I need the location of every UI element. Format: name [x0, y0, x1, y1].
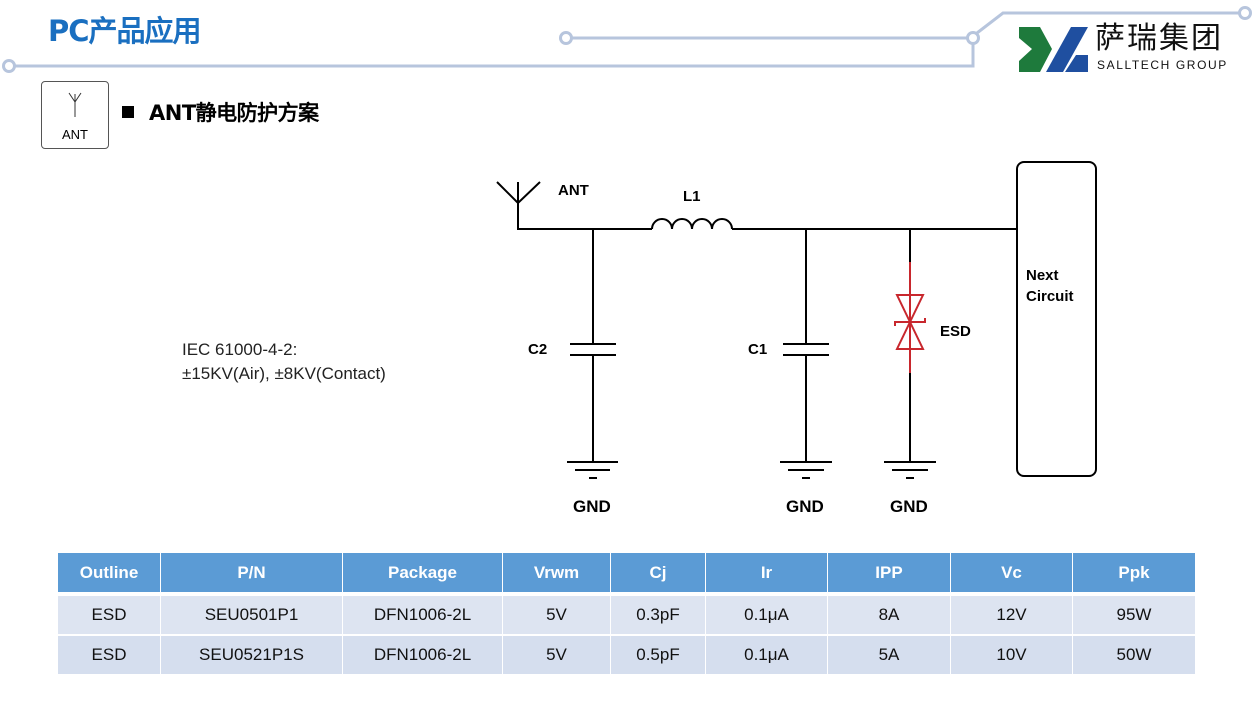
cell: DFN1006-2L — [343, 636, 503, 676]
cell: 12V — [951, 596, 1073, 636]
table-row: ESD SEU0501P1 DFN1006-2L 5V 0.3pF 0.1μA 8A 12V 9… — [58, 596, 1196, 636]
section-title: ANT静电防护方案 — [149, 101, 319, 125]
cell: ESD — [58, 596, 161, 636]
schematic — [496, 161, 1097, 479]
label-esd: ESD — [940, 323, 971, 340]
label-gnd: GND — [573, 497, 611, 516]
cell: 0.1μA — [706, 636, 828, 676]
cell: 5V — [503, 636, 611, 676]
page-title: PC产品应用 — [48, 14, 202, 48]
cell: 10V — [951, 636, 1073, 676]
cell: 95W — [1073, 596, 1196, 636]
ground-symbols — [567, 461, 936, 479]
decorative-lines — [2, 6, 1252, 73]
col-header: Outline — [58, 553, 161, 596]
label-c1: C1 — [748, 341, 768, 358]
col-header: P/N — [161, 553, 343, 596]
cell: SEU0521P1S — [161, 636, 343, 676]
col-header: Ppk — [1073, 553, 1196, 596]
cell: 0.3pF — [611, 596, 706, 636]
standard-line1: IEC 61000-4-2: — [182, 340, 298, 359]
cell: 5V — [503, 596, 611, 636]
col-header: IPP — [828, 553, 951, 596]
cell: ESD — [58, 636, 161, 676]
cell: 0.1μA — [706, 596, 828, 636]
label-c2: C2 — [528, 341, 548, 358]
standard-text: IEC 61000-4-2: ±15KV(Air), ±8KV(Contact) — [182, 338, 386, 386]
col-header: Vrwm — [503, 553, 611, 596]
col-header: Ir — [706, 553, 828, 596]
col-header: Vc — [951, 553, 1073, 596]
antenna-icon — [68, 92, 82, 117]
ant-icon-box: ANT — [41, 81, 109, 149]
bullet-square — [122, 106, 134, 118]
cell: 5A — [828, 636, 951, 676]
logo-mark — [1019, 27, 1088, 72]
table-row: ESD SEU0521P1S DFN1006-2L 5V 0.5pF 0.1μA 5A 10V… — [58, 636, 1196, 676]
col-header: Cj — [611, 553, 706, 596]
cell: DFN1006-2L — [343, 596, 503, 636]
cell: 50W — [1073, 636, 1196, 676]
esd-diode-symbol — [894, 262, 926, 373]
product-table: Outline P/N Package Vrwm Cj Ir IPP Vc Ppk ESD SEU… — [58, 553, 1196, 676]
col-header: Package — [343, 553, 503, 596]
cell: 0.5pF — [611, 636, 706, 676]
cell: SEU0501P1 — [161, 596, 343, 636]
label-gnd: GND — [786, 497, 824, 516]
label-circuit: Circuit — [1026, 288, 1074, 305]
label-ant: ANT — [558, 182, 589, 199]
table-header-row: Outline P/N Package Vrwm Cj Ir IPP Vc Ppk — [58, 553, 1196, 596]
label-next: Next — [1026, 267, 1059, 284]
standard-line2: ±15KV(Air), ±8KV(Contact) — [182, 364, 386, 383]
logo-text-en: SALLTECH GROUP — [1097, 58, 1228, 72]
logo-text-cn: 萨瑞集团 — [1095, 21, 1223, 56]
label-gnd: GND — [890, 497, 928, 516]
ant-icon-label: ANT — [62, 127, 88, 142]
next-circuit-box — [1016, 161, 1097, 477]
cell: 8A — [828, 596, 951, 636]
label-l1: L1 — [683, 188, 701, 205]
